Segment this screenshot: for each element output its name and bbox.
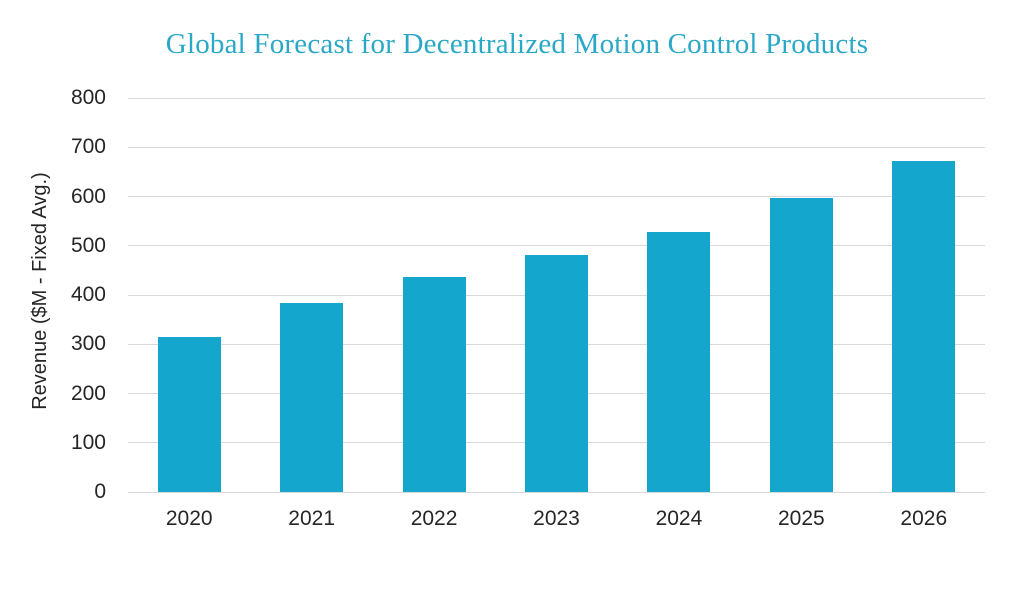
chart-title: Global Forecast for Decentralized Motion… bbox=[165, 28, 869, 60]
gridline-600 bbox=[128, 196, 985, 197]
y-tick-label-300: 300 bbox=[70, 332, 106, 356]
y-tick-label-500: 500 bbox=[70, 233, 106, 257]
bar-2024 bbox=[647, 231, 711, 492]
gridline-800 bbox=[128, 97, 985, 99]
gridline-500 bbox=[128, 245, 985, 247]
gridline-0 bbox=[128, 491, 985, 493]
x-tick-label-2022: 2022 bbox=[410, 507, 458, 530]
y-tick-label-100: 100 bbox=[70, 430, 106, 454]
y-tick-label-0: 0 bbox=[94, 480, 106, 503]
y-tick-label-600: 600 bbox=[70, 184, 106, 208]
x-tick-label-2023: 2023 bbox=[533, 507, 580, 530]
bar-2022 bbox=[402, 276, 466, 492]
y-tick-label-400: 400 bbox=[70, 283, 106, 306]
plot-area: 0 100 200 300 400 500 600 700 800 2020 2021 2022 202… bbox=[71, 86, 985, 530]
y-tick-label-200: 200 bbox=[70, 381, 106, 405]
gridline-700 bbox=[128, 146, 985, 148]
x-tick-label-2026: 2026 bbox=[900, 507, 948, 530]
x-tick-label-2025: 2025 bbox=[777, 507, 825, 530]
bar-2020 bbox=[157, 337, 221, 492]
x-tick-label-2020: 2020 bbox=[165, 507, 213, 530]
x-tick-label-2021: 2021 bbox=[288, 507, 335, 530]
bar-2023 bbox=[525, 254, 588, 492]
bar-2025 bbox=[769, 197, 833, 492]
bar-2021 bbox=[280, 303, 344, 492]
y-tick-label-700: 700 bbox=[70, 135, 106, 159]
bar-2026 bbox=[892, 161, 956, 492]
y-tick-label-800: 800 bbox=[70, 86, 106, 109]
x-tick-label-2024: 2024 bbox=[655, 507, 703, 530]
